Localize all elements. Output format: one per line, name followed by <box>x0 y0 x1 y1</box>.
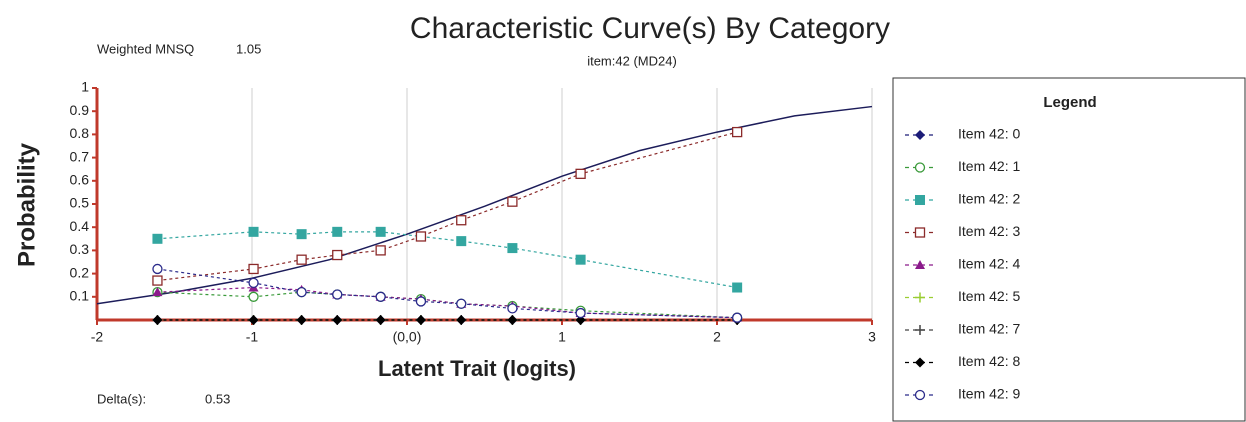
point <box>415 231 427 242</box>
legend-marker <box>914 227 926 238</box>
point <box>375 291 386 302</box>
x-tick-label: 2 <box>713 329 721 345</box>
point <box>152 315 163 325</box>
point <box>456 315 467 325</box>
point <box>507 303 518 314</box>
point <box>575 254 586 265</box>
series-line <box>157 286 738 319</box>
point <box>507 315 518 325</box>
x-tick-label: 1 <box>558 329 566 345</box>
series-line <box>157 268 738 319</box>
y-tick-label: 0.5 <box>70 195 90 211</box>
legend-box <box>892 77 1246 422</box>
point <box>152 263 163 275</box>
y-tick-label: 0.8 <box>70 125 90 141</box>
legend-marker <box>915 260 925 269</box>
point <box>296 229 307 240</box>
x-tick-label: -2 <box>91 329 104 345</box>
y-tick-label: 0.6 <box>70 172 90 188</box>
point <box>375 226 386 237</box>
legend-label: Item 42: 4 <box>958 256 1020 272</box>
point <box>296 315 307 325</box>
point <box>248 277 259 289</box>
legend-label: Item 42: 1 <box>958 158 1020 174</box>
legend-label: Item 42: 9 <box>958 386 1020 402</box>
point <box>456 215 467 226</box>
y-tick-label: 0.2 <box>70 264 90 280</box>
point <box>152 233 163 244</box>
point <box>248 291 259 302</box>
series-line <box>157 131 738 282</box>
point <box>375 245 386 256</box>
y-tick-label: 1 <box>81 79 89 95</box>
legend-label: Item 42: 0 <box>958 126 1020 142</box>
point <box>456 298 467 309</box>
point <box>332 226 343 237</box>
point <box>575 168 586 179</box>
legend-marker <box>915 195 925 205</box>
point <box>248 263 259 275</box>
legend-label: Item 42: 7 <box>958 321 1020 337</box>
point <box>152 287 163 297</box>
legend-label: Item 42: 8 <box>958 353 1020 369</box>
legend-marker <box>915 292 925 303</box>
chart-subtitle: item:42 (MD24) <box>587 53 677 68</box>
y-tick-label: 0.3 <box>70 241 90 257</box>
legend-marker <box>915 357 925 368</box>
point <box>375 315 386 325</box>
chart-title: Characteristic Curve(s) By Category <box>410 12 890 45</box>
x-axis-title: Latent Trait (logits) <box>378 356 576 381</box>
fit-value: 1.05 <box>236 41 261 56</box>
point <box>332 315 343 325</box>
fit-label: Weighted MNSQ <box>97 41 194 56</box>
series-line <box>157 291 738 319</box>
legend-marker <box>914 389 926 401</box>
legend-marker <box>914 162 926 173</box>
point <box>732 126 743 138</box>
legend-marker <box>915 325 925 335</box>
y-tick-label: 0.4 <box>70 218 90 234</box>
point <box>507 196 518 207</box>
point <box>332 249 343 261</box>
point <box>248 226 259 237</box>
point <box>732 312 743 323</box>
legend-title: Legend <box>1043 94 1096 111</box>
y-tick-label: 0.1 <box>70 288 90 304</box>
legend-marker <box>915 130 925 140</box>
delta-value: 0.53 <box>205 391 230 406</box>
series-line <box>157 231 738 289</box>
point <box>732 282 743 293</box>
y-tick-label: 0.9 <box>70 102 90 118</box>
x-tick-label: -1 <box>246 329 259 345</box>
point <box>248 315 259 325</box>
point <box>332 289 343 300</box>
legend-label: Item 42: 3 <box>958 223 1020 239</box>
y-axis-title: Probability <box>13 142 40 267</box>
point <box>296 254 307 265</box>
point <box>415 315 426 325</box>
legend-label: Item 42: 2 <box>958 191 1020 207</box>
point <box>296 287 307 298</box>
delta-label: Delta(s): <box>97 391 146 406</box>
point <box>575 307 586 319</box>
point <box>456 236 467 247</box>
model-curve <box>96 105 873 305</box>
point <box>415 296 427 307</box>
x-tick-label: (0,0) <box>393 329 422 345</box>
x-tick-label: 3 <box>868 329 876 345</box>
legend-label: Item 42: 5 <box>958 288 1020 304</box>
point <box>152 275 163 286</box>
y-tick-label: 0.7 <box>70 148 90 164</box>
point <box>507 243 518 254</box>
